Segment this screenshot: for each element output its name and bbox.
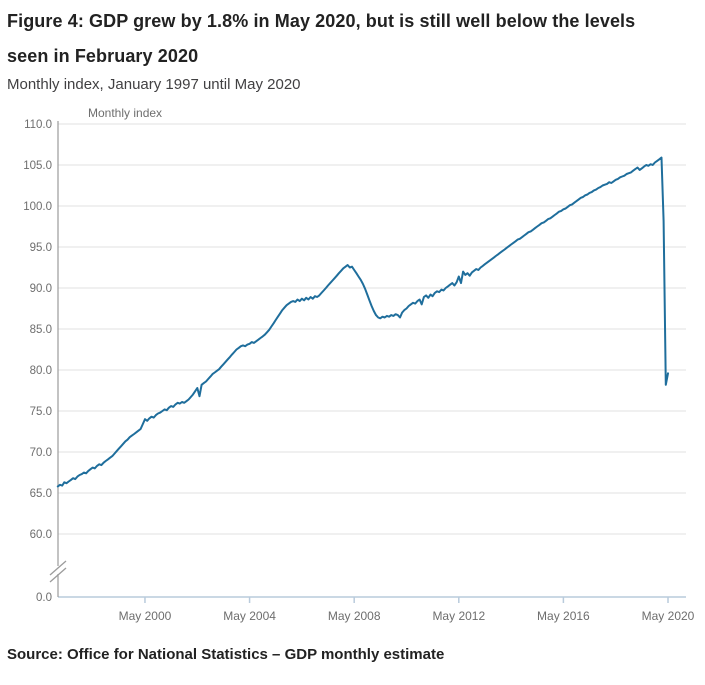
y-tick-label-zero: 0.0	[36, 592, 52, 604]
figure-title: Figure 4: GDP grew by 1.8% in May 2020, …	[7, 11, 636, 66]
y-tick-label: 105.0	[23, 160, 52, 172]
y-tick-label: 90.0	[30, 283, 52, 295]
y-tick-label: 75.0	[30, 406, 52, 418]
x-tick-label: May 2008	[328, 609, 381, 623]
y-tick-label: 95.0	[30, 242, 52, 254]
y-tick-label: 65.0	[30, 488, 52, 500]
y-tick-label: 60.0	[30, 529, 52, 541]
source-note: Source: Office for National Statistics –…	[7, 646, 445, 663]
y-tick-label: 100.0	[23, 201, 52, 213]
x-tick-label: May 2012	[432, 609, 485, 623]
axis-break-icon	[49, 567, 67, 583]
y-tick-label: 70.0	[30, 447, 52, 459]
x-tick-label: May 2020	[642, 609, 695, 623]
y-tick-label: 110.0	[24, 119, 52, 131]
x-tick-label: May 2000	[119, 609, 172, 623]
x-tick-label: May 2004	[223, 609, 276, 623]
gdp-series-line	[56, 156, 669, 488]
y-tick-label: 85.0	[30, 324, 52, 336]
axis-unit-label: Monthly index	[88, 106, 162, 120]
figure-subtitle: Monthly index, January 1997 until May 20…	[7, 76, 301, 93]
y-tick-label: 80.0	[30, 365, 52, 377]
x-tick-label: May 2016	[537, 609, 590, 623]
axis-break-icon	[49, 560, 67, 576]
